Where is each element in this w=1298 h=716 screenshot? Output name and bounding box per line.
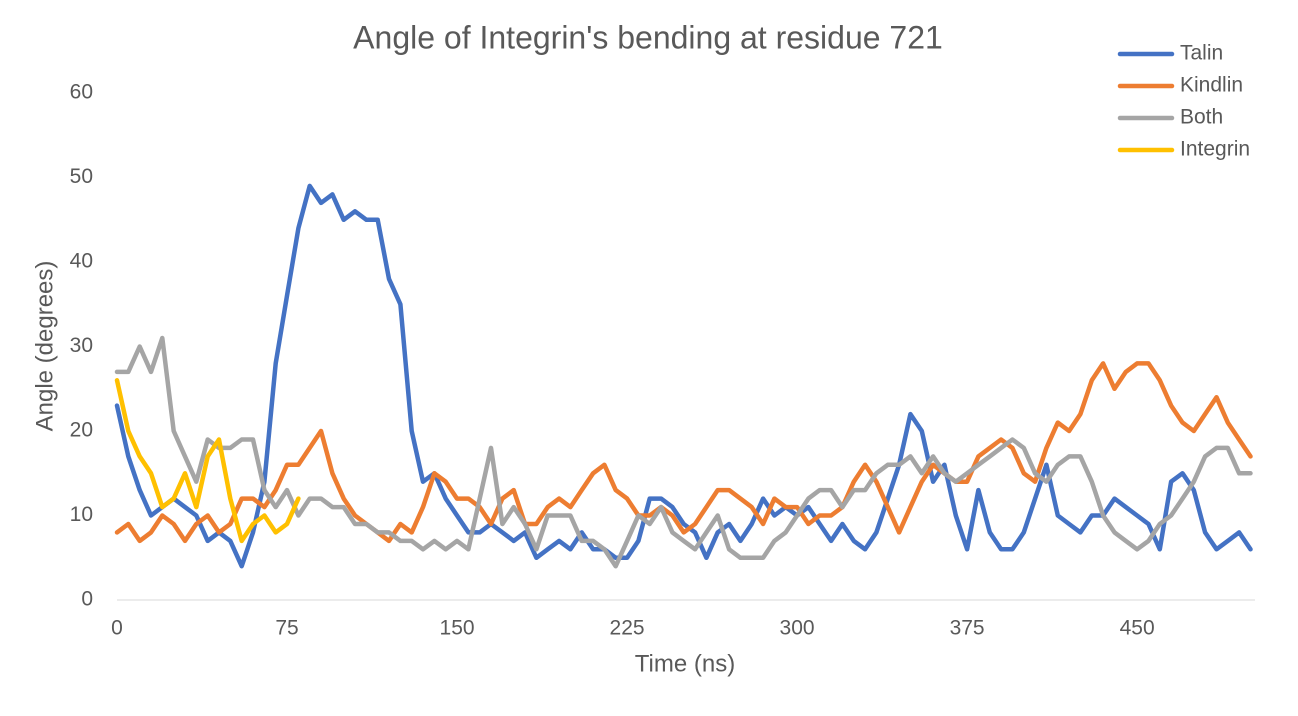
x-tick-label: 375 bbox=[950, 617, 985, 640]
y-tick-label: 60 bbox=[70, 81, 93, 104]
legend-label: Integrin bbox=[1180, 138, 1250, 161]
legend-label: Kindlin bbox=[1180, 74, 1243, 97]
x-tick-label: 75 bbox=[275, 617, 298, 640]
y-tick-label: 50 bbox=[70, 165, 93, 188]
legend-label: Talin bbox=[1180, 42, 1223, 65]
y-axis-label: Angle (degrees) bbox=[31, 261, 58, 432]
x-tick-label: 0 bbox=[111, 617, 123, 640]
data-line bbox=[114, 183, 1253, 569]
data-line bbox=[114, 378, 301, 544]
x-tick-label: 300 bbox=[780, 617, 815, 640]
y-tick-label: 0 bbox=[81, 588, 93, 611]
y-tick-label: 30 bbox=[70, 334, 93, 357]
data-line bbox=[114, 361, 1253, 544]
y-tick-label: 40 bbox=[70, 250, 93, 273]
x-tick-label: 450 bbox=[1120, 617, 1155, 640]
legend-label: Both bbox=[1180, 106, 1223, 129]
data-line bbox=[114, 335, 1253, 569]
x-tick-label: 225 bbox=[610, 617, 645, 640]
x-tick-label: 150 bbox=[440, 617, 475, 640]
y-tick-label: 10 bbox=[70, 503, 93, 526]
x-axis-label: Time (ns) bbox=[635, 650, 735, 677]
y-tick-label: 20 bbox=[70, 419, 93, 442]
chart-title: Angle of Integrin's bending at residue 7… bbox=[353, 19, 943, 55]
